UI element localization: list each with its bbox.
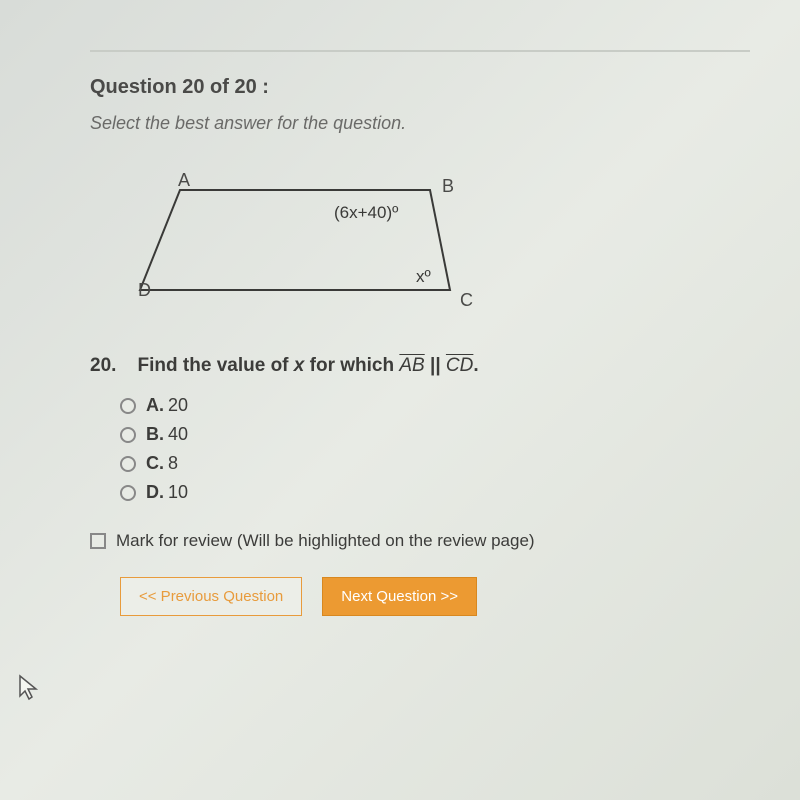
answer-options: A. 20B. 40C. 8D. 10 [120, 395, 750, 503]
radio-a[interactable] [120, 398, 136, 414]
option-a[interactable]: A. 20 [120, 395, 750, 416]
prompt-suffix: . [473, 355, 478, 376]
radio-c[interactable] [120, 456, 136, 472]
question-header: Question 20 of 20 : [90, 76, 750, 99]
option-text: 20 [168, 395, 188, 416]
top-divider [90, 50, 750, 52]
review-label: Mark for review (Will be highlighted on … [116, 531, 535, 551]
vertex-label-d: D [138, 280, 151, 300]
segment-cd: CD [446, 355, 473, 376]
option-letter: A. [146, 395, 164, 416]
review-checkbox[interactable] [90, 533, 106, 549]
angle-b-expression: (6x+40)º [334, 203, 398, 222]
option-text: 40 [168, 424, 188, 445]
vertex-label-c: C [460, 290, 473, 310]
prompt-mid: for which [304, 355, 399, 376]
option-letter: B. [146, 424, 164, 445]
option-letter: D. [146, 482, 164, 503]
previous-question-button[interactable]: << Previous Question [120, 577, 302, 616]
trapezoid-diagram: A B C D (6x+40)º xº [120, 170, 750, 325]
segment-ab: AB [399, 355, 424, 376]
vertex-label-b: B [442, 176, 454, 196]
angle-c-expression: xº [416, 267, 431, 286]
question-prompt: 20. Find the value of x for which AB || … [90, 355, 750, 377]
trapezoid-shape [140, 190, 450, 290]
option-text: 10 [168, 482, 188, 503]
radio-b[interactable] [120, 427, 136, 443]
radio-d[interactable] [120, 485, 136, 501]
mark-for-review-row[interactable]: Mark for review (Will be highlighted on … [90, 531, 750, 551]
parallel-symbol: || [425, 355, 446, 376]
diagram-svg: A B C D (6x+40)º xº [120, 170, 500, 320]
question-panel: Question 20 of 20 : Select the best answ… [60, 30, 780, 626]
option-b[interactable]: B. 40 [120, 424, 750, 445]
prompt-prefix: Find the value of [138, 355, 294, 376]
nav-buttons: << Previous Question Next Question >> [120, 577, 750, 616]
question-instruction: Select the best answer for the question. [90, 113, 750, 134]
vertex-label-a: A [178, 170, 190, 190]
option-text: 8 [168, 453, 178, 474]
option-letter: C. [146, 453, 164, 474]
next-question-button[interactable]: Next Question >> [322, 577, 477, 616]
option-c[interactable]: C. 8 [120, 453, 750, 474]
prompt-variable: x [294, 355, 305, 376]
cursor-icon [18, 674, 40, 702]
question-number: 20. [90, 355, 116, 376]
option-d[interactable]: D. 10 [120, 482, 750, 503]
